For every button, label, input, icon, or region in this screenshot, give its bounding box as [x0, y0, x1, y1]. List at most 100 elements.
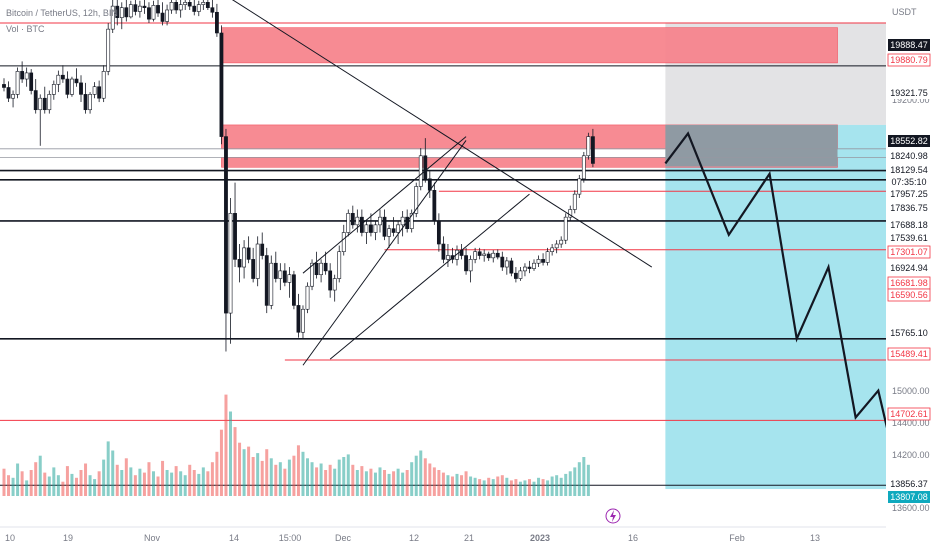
- candle-body: [378, 216, 382, 226]
- candle-body: [319, 262, 324, 276]
- candle-body: [432, 190, 437, 222]
- volume-bar: [65, 466, 69, 496]
- candle-body: [418, 155, 423, 187]
- price-tag-bg: [887, 245, 931, 259]
- candle-body: [38, 97, 43, 111]
- candle-body: [187, 2, 192, 7]
- candle-body: [400, 216, 405, 226]
- candle-body: [355, 216, 360, 226]
- x-tick-label: 21: [464, 533, 474, 543]
- volume-bar: [537, 477, 541, 496]
- candle-body: [364, 224, 369, 233]
- price-tag-label: 19321.75: [890, 88, 928, 98]
- candle-body: [586, 136, 591, 157]
- x-tick-label: 10: [5, 533, 15, 543]
- volume-bar: [460, 475, 464, 496]
- price-tag-bg: [888, 164, 930, 176]
- candle-body: [151, 5, 156, 20]
- candle-body: [572, 193, 577, 210]
- volume-bar: [287, 459, 291, 496]
- price-tag-bg: [887, 53, 931, 67]
- candle-body: [527, 266, 532, 269]
- candle-body: [169, 2, 174, 11]
- volume-bar: [500, 475, 504, 496]
- volume-bar: [97, 471, 101, 496]
- volume-bar: [355, 470, 359, 496]
- volume-bar: [129, 467, 133, 496]
- candle-body: [518, 270, 523, 279]
- volume-bar: [56, 475, 60, 496]
- chart-symbol-title[interactable]: Bitcoin / TetherUS, 12h, BIN: [6, 8, 118, 18]
- candle-body: [101, 71, 106, 99]
- candle-body: [210, 7, 215, 13]
- price-tag-label: 07:35:10: [891, 177, 926, 187]
- volume-bar: [564, 473, 568, 496]
- volume-bar: [151, 471, 155, 496]
- volume-bar: [392, 471, 396, 496]
- volume-bar: [224, 394, 228, 496]
- volume-bar: [423, 458, 427, 496]
- volume-indicator-label[interactable]: Vol · BTC: [6, 24, 45, 34]
- candle-body: [581, 155, 586, 180]
- volume-bar: [401, 472, 405, 496]
- x-tick-label: 16: [628, 533, 638, 543]
- candle-body: [350, 213, 355, 226]
- candle-body: [92, 86, 97, 95]
- price-tag-label: 19888.47: [890, 40, 928, 50]
- trendlines-layer: [231, 0, 653, 366]
- volume-bar: [265, 449, 269, 496]
- volume-bar: [7, 475, 11, 496]
- candle-body: [464, 255, 468, 272]
- volume-bar: [179, 471, 183, 496]
- volume-bar: [283, 468, 287, 496]
- candle-body: [33, 90, 38, 111]
- volume-bar: [61, 481, 65, 496]
- trendline: [302, 136, 467, 274]
- candle-body: [550, 247, 555, 252]
- volume-bar: [29, 470, 33, 496]
- volume-bar: [328, 464, 332, 496]
- volume-bar: [414, 455, 418, 496]
- volume-bar: [346, 454, 350, 496]
- volume-bar: [206, 471, 210, 496]
- volume-bar: [464, 471, 468, 496]
- candle-body: [11, 94, 15, 99]
- candle-body: [373, 224, 378, 233]
- candle-body: [42, 97, 47, 111]
- volume-bar: [373, 472, 377, 496]
- volume-bar: [523, 480, 527, 496]
- volume-bar: [147, 462, 151, 496]
- price-tag-bg: [887, 288, 931, 302]
- candle-body: [500, 256, 505, 268]
- y-tick-label: 14200.00: [892, 450, 930, 460]
- price-tag-bg: [887, 347, 931, 361]
- volume-bar: [541, 479, 545, 496]
- volume-bar: [183, 475, 187, 496]
- x-tick-label: Feb: [729, 533, 745, 543]
- candle-body: [292, 274, 296, 306]
- volume-bar: [11, 477, 15, 496]
- candle-body: [396, 224, 401, 233]
- x-tick-label: 2023: [530, 533, 550, 543]
- x-tick-label: 19: [63, 533, 73, 543]
- volume-bar: [301, 451, 305, 496]
- candle-body: [255, 243, 260, 279]
- volume-bar: [165, 470, 169, 496]
- volume-bar: [124, 458, 128, 496]
- y-tick-label: 14400.00: [892, 418, 930, 428]
- replay-badge[interactable]: [605, 508, 621, 524]
- candle-body: [174, 2, 179, 11]
- candle-body: [178, 4, 183, 11]
- volume-bar: [478, 479, 482, 496]
- candle-body: [509, 260, 514, 274]
- candle-body: [83, 94, 88, 111]
- candle-body: [296, 305, 301, 333]
- candle-body: [196, 4, 201, 12]
- volume-bar: [319, 463, 323, 496]
- price-tag-bg: [887, 407, 931, 421]
- volume-bar: [260, 460, 264, 496]
- volume-bar: [296, 445, 300, 496]
- price-tag-bg: [888, 478, 930, 490]
- price-tag-label: 16924.94: [890, 263, 928, 273]
